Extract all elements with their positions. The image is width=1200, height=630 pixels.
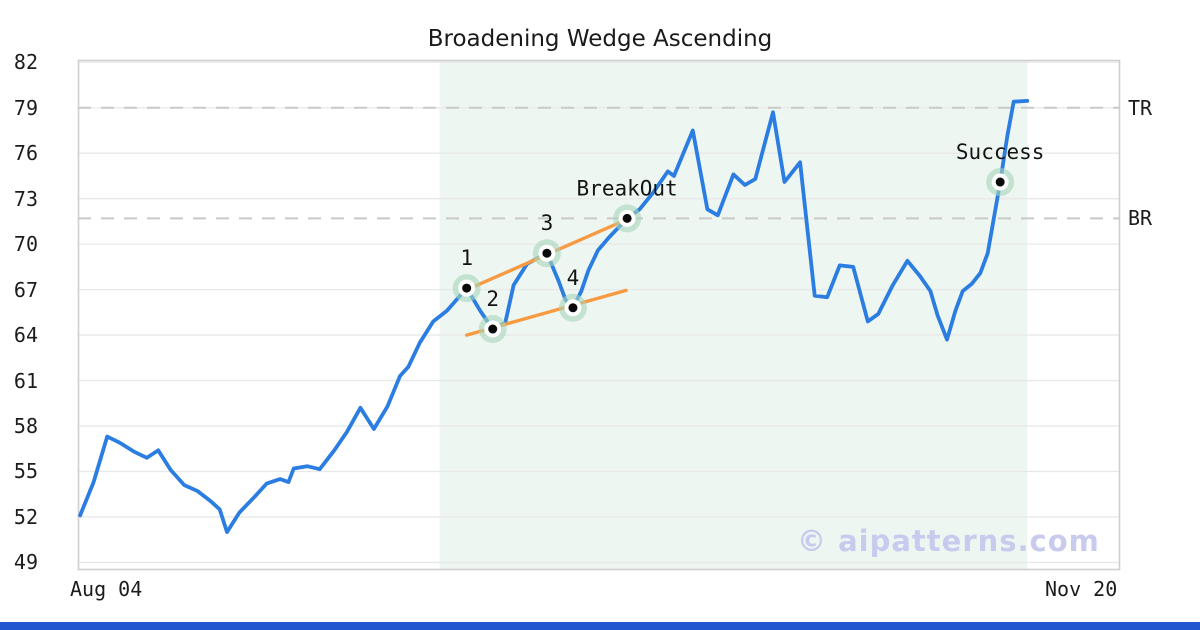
y-tick-label: 82 [13, 50, 38, 75]
y-tick-label: 52 [13, 504, 38, 529]
marker-label-BreakOut: BreakOut [577, 176, 678, 200]
y-tick-label: 70 [13, 232, 38, 257]
marker-dot [542, 248, 552, 258]
marker-dot [462, 283, 472, 293]
watermark: © aipatterns.com [797, 524, 1100, 558]
bottom-accent-bar [0, 622, 1200, 630]
marker-label-3: 3 [541, 211, 554, 235]
y-tick-label: 64 [13, 323, 38, 348]
x-tick-start-date: Aug 04 [70, 577, 143, 601]
y-tick-label: 61 [13, 368, 38, 393]
y-tick-label: 79 [13, 95, 38, 120]
y-tick-label: 55 [13, 459, 38, 484]
x-tick-end-date: Nov 20 [1045, 577, 1118, 601]
y-tick-label: 73 [13, 186, 38, 211]
marker-label-1: 1 [460, 246, 473, 270]
y-tick-label: 49 [13, 550, 38, 575]
marker-dot [488, 324, 498, 334]
target-level-label: TR [1128, 95, 1153, 120]
breakout-level-label: BR [1128, 206, 1153, 231]
y-tick-label: 67 [13, 277, 38, 302]
chart-title: Broadening Wedge Ascending [427, 26, 773, 52]
y-tick-label: 58 [13, 414, 38, 439]
marker-dot [995, 177, 1005, 187]
y-tick-label: 76 [13, 141, 38, 166]
marker-dot [568, 303, 578, 313]
marker-dot [622, 213, 632, 223]
marker-label-4: 4 [567, 266, 580, 290]
marker-label-2: 2 [486, 287, 499, 311]
marker-label-Success: Success [956, 140, 1045, 164]
plot-border [77, 59, 1121, 571]
